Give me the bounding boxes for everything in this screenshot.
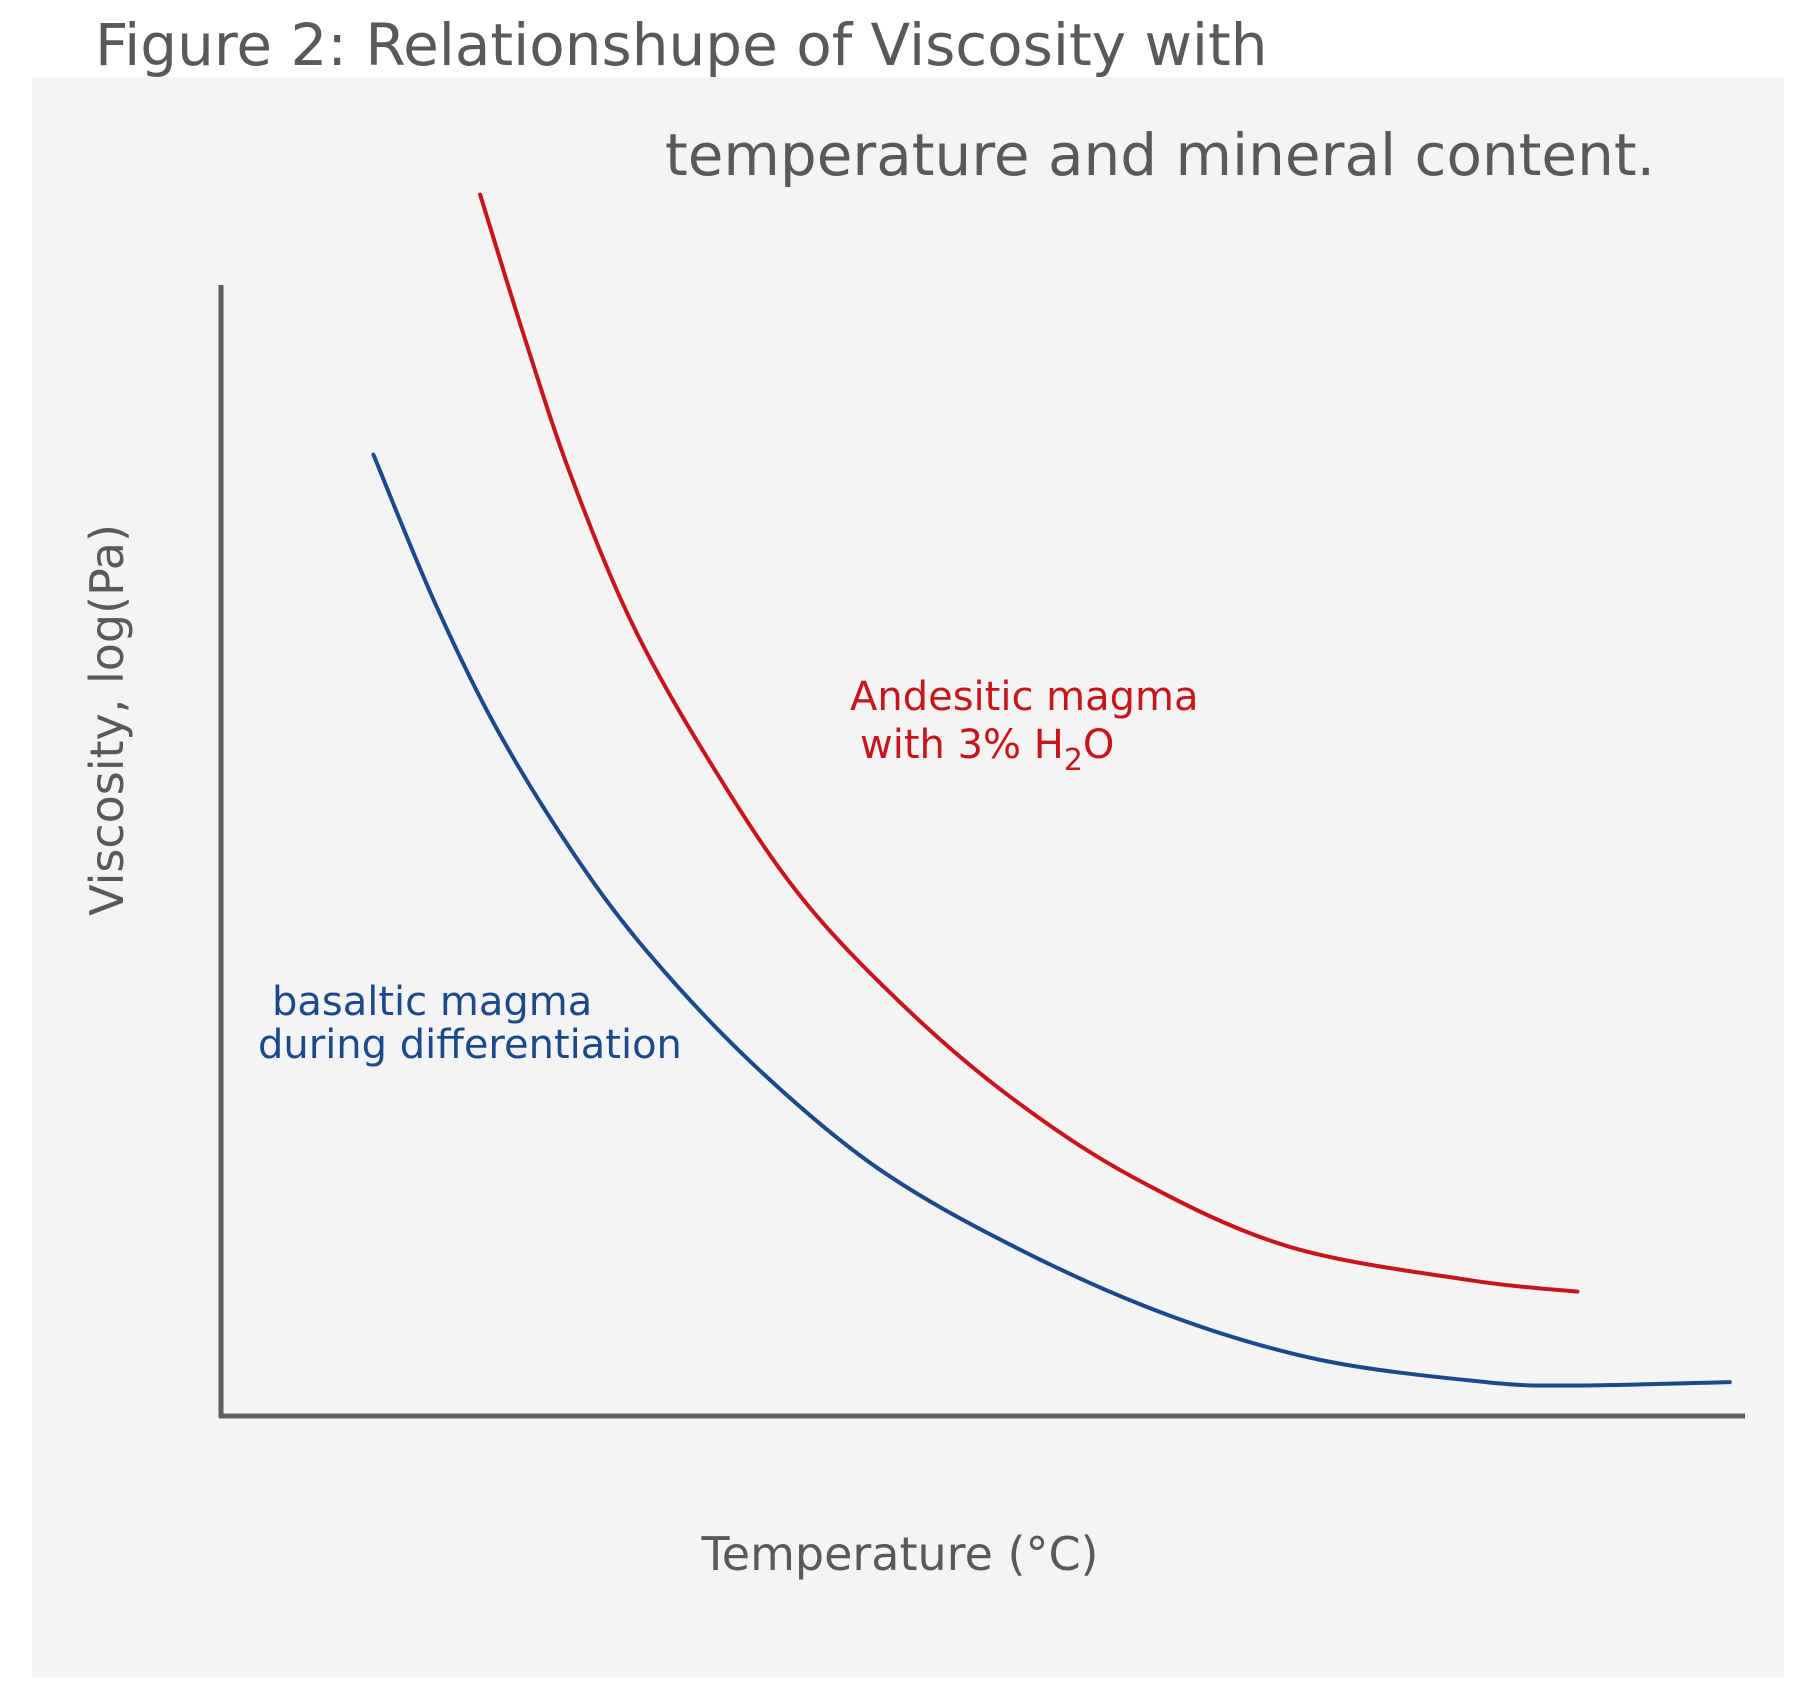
x-axis-label: Temperature (°C) bbox=[700, 1527, 1098, 1581]
andesitic-label: Andesitic magma with 3% H2O bbox=[850, 674, 1199, 778]
basaltic-label-line2: during differentiation bbox=[258, 1022, 682, 1068]
figure-title-line2: temperature and mineral content. bbox=[665, 121, 1655, 189]
y-axis-label: Viscosity, log(Pa) bbox=[80, 524, 134, 916]
basaltic-curve bbox=[371, 452, 1732, 1388]
chart-panel bbox=[32, 77, 1784, 1677]
basaltic-label: basaltic magma during differentiation bbox=[258, 979, 682, 1068]
series-layer bbox=[371, 192, 1732, 1388]
andesitic-label-line2-prefix: with 3% H bbox=[860, 722, 1064, 768]
basaltic-label-line1: basaltic magma bbox=[272, 979, 592, 1025]
andesitic-label-line2-suffix: O bbox=[1083, 722, 1114, 768]
andesitic-label-line1: Andesitic magma bbox=[850, 674, 1199, 720]
figure-title-line1: Figure 2: Relationshupe of Viscosity wit… bbox=[95, 11, 1268, 79]
andesitic-label-line2: with 3% H2O bbox=[860, 722, 1114, 778]
andesitic-curve bbox=[478, 192, 1580, 1294]
andesitic-label-subscript: 2 bbox=[1064, 743, 1083, 778]
